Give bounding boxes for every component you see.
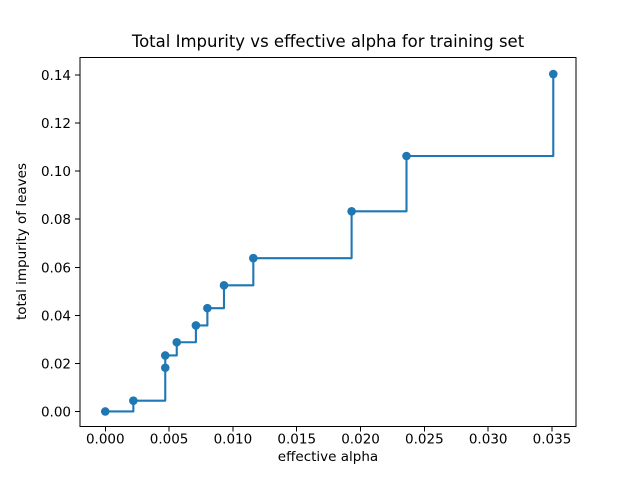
data-point-marker [203, 303, 212, 313]
data-point-marker [402, 151, 411, 161]
data-point-marker [548, 69, 558, 79]
chart-title: Total Impurity vs effective alpha for tr… [131, 32, 525, 51]
data-point-marker [219, 281, 229, 290]
data-point-marker [129, 396, 138, 405]
data-point-marker [160, 351, 170, 360]
y-tick-label: 0.08 [41, 212, 71, 228]
data-point-marker [191, 321, 201, 330]
y-tick-label: 0.14 [41, 68, 71, 84]
y-tick-label: 0.00 [41, 404, 71, 420]
x-tick-label: 0.010 [214, 432, 253, 448]
data-point-marker [249, 253, 258, 263]
y-tick-label: 0.10 [41, 164, 71, 180]
data-point-marker [347, 206, 356, 216]
impurity-step-line [105, 74, 555, 413]
plot-area: 0.000 0.005 0.010 0.015 0.020 0.025 0.030 0.035… [41, 57, 577, 448]
data-point-marker [100, 407, 110, 416]
y-tick-label: 0.06 [41, 260, 71, 276]
x-tick-label: 0.025 [405, 432, 444, 448]
data-point-marker [172, 337, 182, 347]
x-tick-label: 0.035 [533, 432, 572, 448]
x-axis-label: effective alpha [278, 449, 378, 465]
axes-spines [79, 57, 577, 427]
y-tick-label: 0.02 [41, 356, 71, 372]
x-tick-label: 0.015 [277, 432, 316, 448]
y-tick-label: 0.04 [41, 308, 71, 324]
x-tick-label: 0.005 [150, 432, 189, 448]
y-axis-label: total impurity of leaves [14, 163, 30, 320]
data-point-marker [160, 363, 170, 373]
x-tick-label: 0.020 [341, 432, 380, 448]
x-tick-label: 0.000 [86, 432, 125, 448]
x-tick-label: 0.030 [469, 432, 508, 448]
y-tick-label: 0.12 [41, 116, 71, 132]
